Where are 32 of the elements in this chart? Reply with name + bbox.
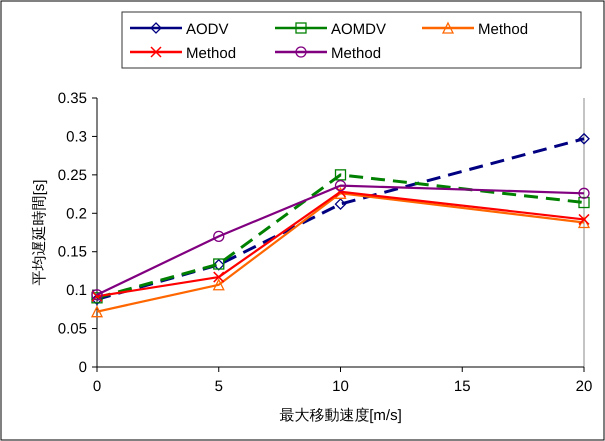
x-axis-title: 最大移動速度[m/s] [279,407,402,424]
y-tick-label: 0.1 [66,282,87,300]
y-tick-label: 0.35 [58,90,87,107]
legend-label: AOMDV [331,21,386,38]
y-tick-label: 0 [78,359,87,376]
y-tick-label: 0.3 [66,128,87,146]
point [213,230,224,242]
point [578,216,590,228]
y-tick-label: 0.05 [58,320,87,338]
point [578,214,590,226]
point [213,279,224,290]
y-tick-label: 0.15 [58,244,87,261]
point [578,133,590,144]
point [334,169,346,181]
x-tick-label: 15 [454,378,471,395]
y-tick-label: 0.2 [66,205,87,222]
y-axis-title: 平均遅延時間[s] [31,180,48,286]
legend-label: Method [478,21,528,38]
x-tick-label: 20 [576,378,592,395]
x-tick-label: 10 [332,378,349,395]
point [578,188,590,199]
legend-label: Method [331,45,382,62]
point [334,198,346,210]
y-tick-label: 0.25 [58,166,87,184]
legend-label: AODV [186,21,229,38]
legend-label: Method [186,45,236,62]
point [578,196,590,208]
point [334,180,346,192]
point [91,306,103,318]
x-tick-label: 5 [214,378,223,395]
x-tick-label: 0 [92,378,102,395]
point [213,271,224,283]
